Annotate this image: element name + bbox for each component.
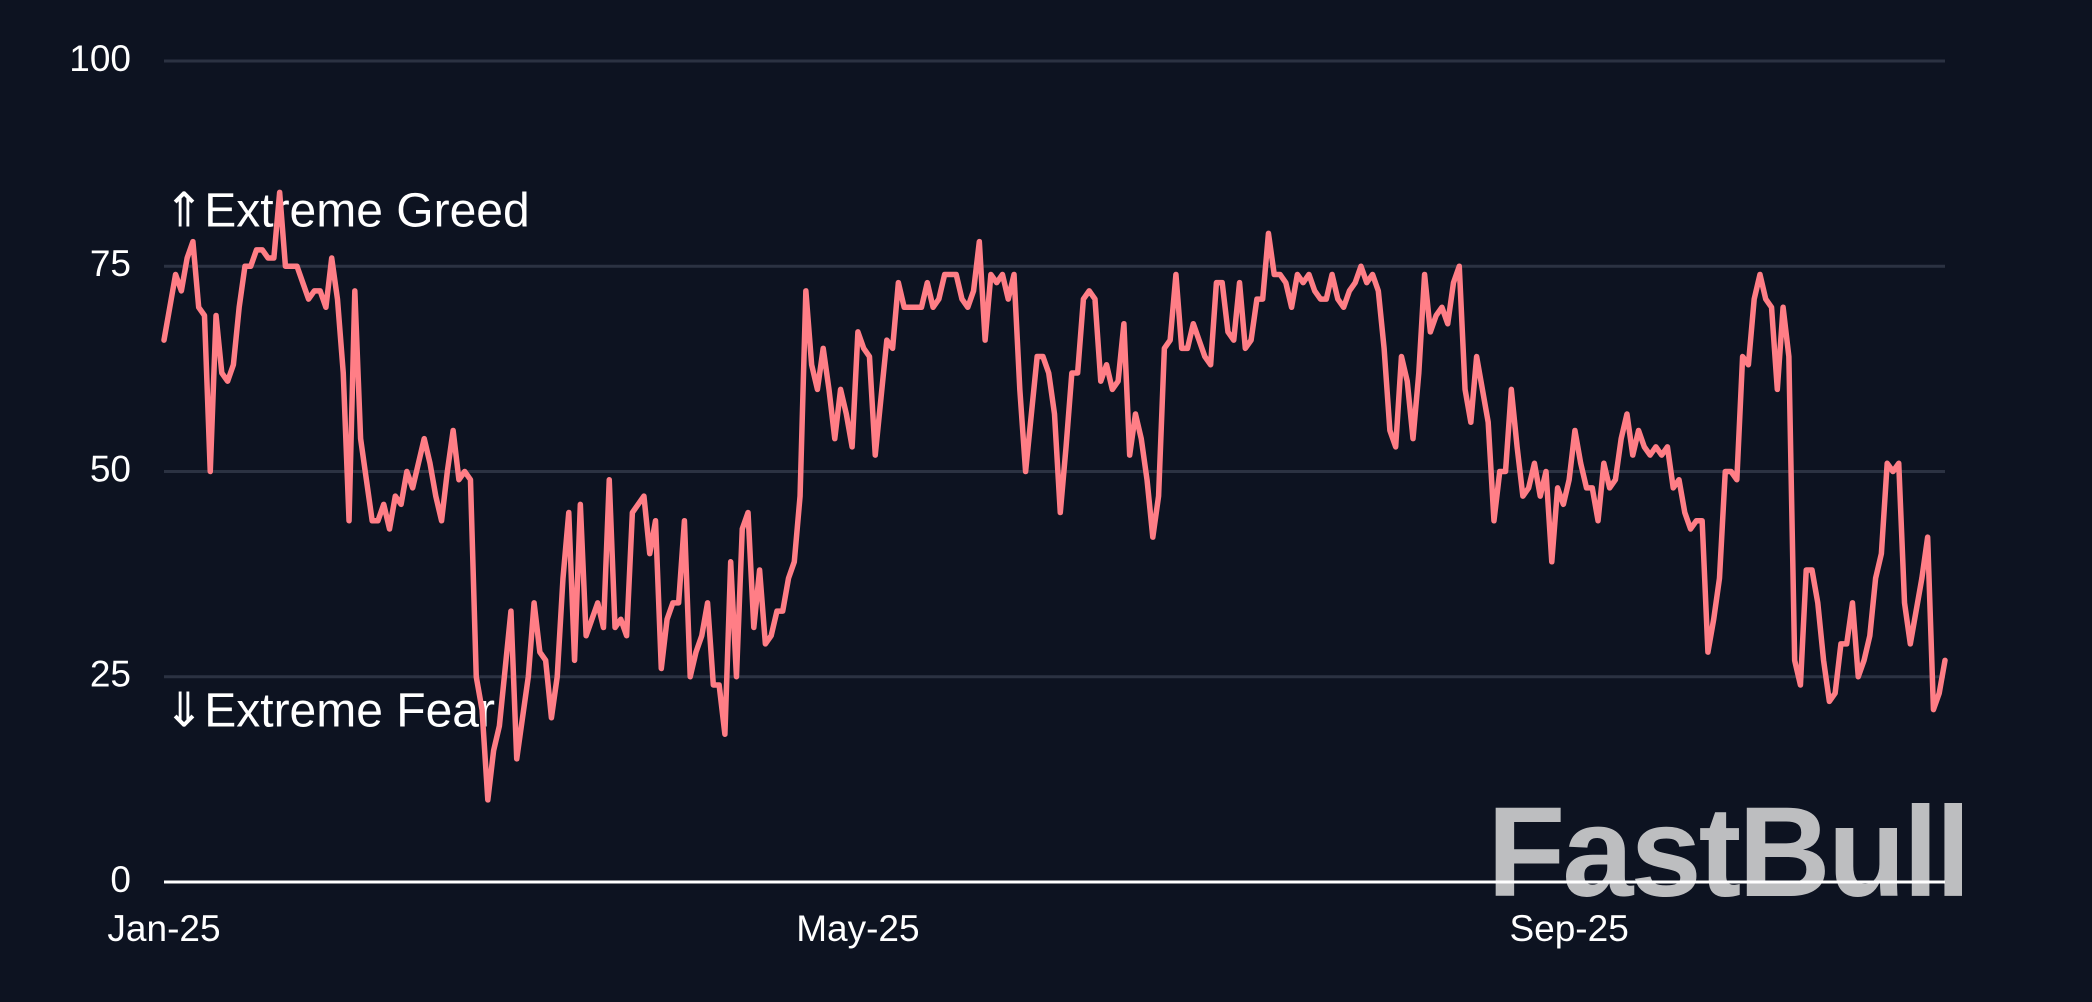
y-tick-label: 25 — [90, 654, 131, 695]
y-tick-label: 75 — [90, 243, 131, 284]
annotation: ⇓Extreme Fear — [164, 685, 495, 738]
x-tick-label: May-25 — [796, 908, 919, 949]
x-tick-label: Sep-25 — [1509, 908, 1628, 949]
watermark: FastBull — [1487, 781, 1968, 924]
annotation: ⇑Extreme Greed — [164, 185, 530, 238]
data-line — [161, 189, 1948, 803]
x-tick-label: Jan-25 — [107, 908, 220, 949]
y-tick-label: 50 — [90, 448, 131, 489]
y-tick-label: 0 — [110, 859, 131, 900]
y-tick-label: 100 — [69, 38, 131, 79]
